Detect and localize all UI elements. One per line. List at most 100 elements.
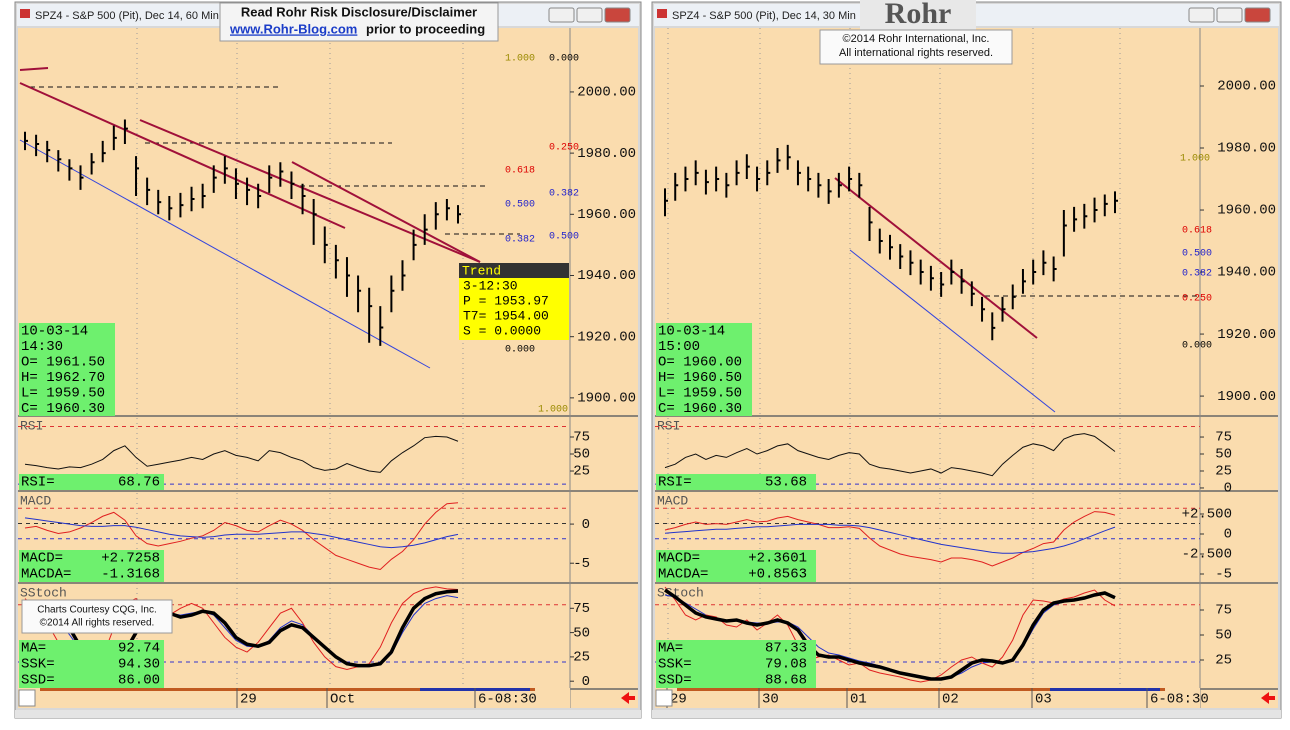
price-bar: [257, 183, 262, 209]
rsi-line: [664, 433, 1116, 477]
readout-box: [656, 474, 816, 490]
fib-level-label: 1.000: [538, 405, 568, 416]
fib-level-label: 0.382: [1182, 269, 1212, 280]
price-bar: [68, 159, 73, 181]
indicator-tick-label: 25: [573, 464, 590, 480]
ssk-line: [664, 586, 1116, 683]
indicator-tick-label: -5: [573, 556, 590, 572]
price-bar: [24, 131, 28, 151]
price-bar: [1062, 210, 1067, 257]
price-bar: [889, 234, 893, 260]
scroll-arrow[interactable]: [621, 692, 635, 704]
indicator-tick-label: 0: [582, 517, 590, 533]
price-bar: [146, 177, 151, 206]
channel-line: [849, 249, 1056, 413]
readout-value: +2.3601: [748, 551, 807, 567]
macda-line: [24, 517, 459, 549]
readout-box: [656, 640, 816, 688]
price-tick-label: 1900.00: [577, 391, 636, 407]
price-bar: [674, 172, 679, 201]
ohlc-text: L= 1959.50: [658, 386, 742, 402]
channel-line: [19, 139, 431, 369]
minimize-button[interactable]: [548, 7, 575, 23]
fib-level-label: 1.000: [1180, 154, 1210, 165]
fib-level-label: 0.500: [1182, 249, 1212, 260]
fib-level-label: 0.618: [505, 166, 535, 177]
price-bar: [766, 160, 771, 186]
panel-label: SStoch: [20, 585, 67, 600]
date-label: 6-08:30: [1150, 692, 1209, 708]
price-bar: [899, 244, 904, 269]
readout-label: RSI=: [21, 475, 55, 491]
price-bar: [135, 156, 140, 196]
date-label: 02: [942, 692, 959, 708]
fib-level-label: 0.382: [505, 235, 535, 246]
readout-label: MACDA=: [21, 567, 71, 583]
close-button[interactable]: [604, 7, 631, 23]
date-label: 29: [670, 692, 687, 708]
price-bar: [323, 226, 328, 264]
price-bar: [745, 154, 750, 180]
ohlc-text: C= 1960.30: [658, 401, 742, 417]
price-bar: [878, 228, 883, 254]
close-button[interactable]: [1244, 7, 1271, 23]
readout-value: 88.68: [765, 673, 807, 689]
ohlc-text: C= 1960.30: [21, 401, 105, 417]
price-bar: [35, 134, 40, 157]
window-icon: [20, 9, 30, 18]
price-bar: [796, 160, 801, 186]
logo-box: [860, 0, 976, 30]
price-bar: [1042, 250, 1047, 276]
trend-line: [291, 161, 481, 263]
fib-level-label: 0.500: [505, 200, 535, 211]
price-bar: [190, 186, 195, 212]
restore-button[interactable]: [1216, 7, 1243, 23]
date-stripe: [677, 688, 1165, 691]
readout-value: 87.33: [765, 641, 807, 657]
price-bar: [390, 275, 395, 313]
price-bar: [46, 140, 51, 163]
price-bar: [868, 206, 873, 242]
scroll-left[interactable]: [18, 689, 36, 707]
window-icon: [657, 9, 667, 18]
disclaimer-link[interactable]: www.Rohr-Blog.com: [229, 21, 357, 36]
price-bar: [776, 148, 781, 173]
logo: Rohr: [885, 0, 952, 30]
price-bar: [848, 166, 853, 192]
courtesy-text: Charts Courtesy CQG, Inc.: [37, 605, 156, 616]
trend-text: T7= 1954.00: [463, 308, 549, 323]
panel-label: RSI: [20, 418, 43, 433]
price-bar: [179, 192, 184, 218]
price-tick-label: 1900.00: [1217, 389, 1276, 405]
price-tick-label: 1920.00: [1217, 327, 1276, 343]
fib-level-label: 0.000: [1182, 341, 1212, 352]
price-bar: [279, 162, 284, 187]
ohlc-text: O= 1961.50: [21, 355, 105, 371]
readout-box: [19, 474, 164, 490]
restore-button[interactable]: [576, 7, 603, 23]
scroll-left[interactable]: [655, 689, 673, 707]
minimize-button[interactable]: [1188, 7, 1215, 23]
readout-label: MA=: [658, 641, 683, 657]
price-bar: [434, 202, 439, 230]
trend-box: [459, 278, 569, 340]
price-bar: [457, 205, 461, 224]
price-bar: [940, 272, 945, 297]
price-bar: [312, 199, 317, 245]
readout-box: [656, 550, 816, 582]
price-bar: [290, 171, 295, 200]
price-bar: [357, 275, 362, 313]
readout-value: 92.74: [118, 641, 160, 657]
price-bar: [57, 150, 62, 172]
ma-line: [664, 588, 1116, 681]
indicator-tick-label: 75: [573, 430, 590, 446]
price-bar: [827, 179, 832, 204]
trend-text: 3-12:30: [463, 278, 518, 293]
macd-line: [24, 502, 459, 571]
scroll-arrow[interactable]: [1261, 692, 1275, 704]
indicator-tick-label: 50: [1215, 447, 1232, 463]
price-tick-label: 1980.00: [577, 146, 636, 162]
indicator-tick-label: 0: [1224, 481, 1232, 497]
trend-line: [139, 119, 481, 263]
